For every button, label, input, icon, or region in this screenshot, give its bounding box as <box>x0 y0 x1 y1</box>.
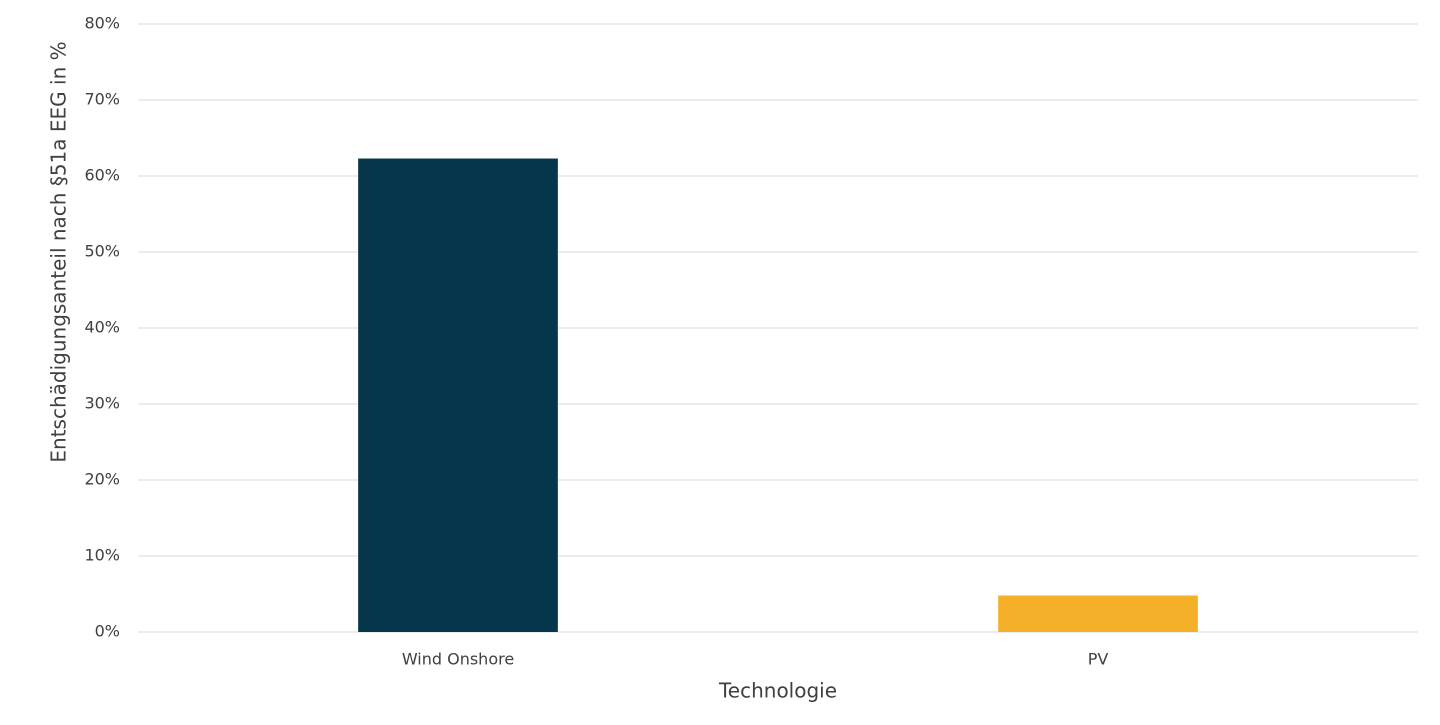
y-tick-label: 60% <box>84 166 120 185</box>
x-tick-label: PV <box>1088 650 1109 669</box>
x-axis-title: Technologie <box>718 679 837 703</box>
y-tick-label: 20% <box>84 470 120 489</box>
bar <box>358 158 558 632</box>
x-tick-label: Wind Onshore <box>402 650 514 669</box>
y-tick-label: 70% <box>84 90 120 109</box>
bar <box>998 595 1198 632</box>
y-tick-label: 50% <box>84 242 120 261</box>
y-tick-label: 40% <box>84 318 120 337</box>
y-axis-title: Entschädigungsanteil nach §51a EEG in % <box>47 41 71 462</box>
y-tick-label: 30% <box>84 394 120 413</box>
y-tick-label: 0% <box>95 622 120 641</box>
y-tick-label: 80% <box>84 14 120 33</box>
y-tick-label: 10% <box>84 546 120 565</box>
